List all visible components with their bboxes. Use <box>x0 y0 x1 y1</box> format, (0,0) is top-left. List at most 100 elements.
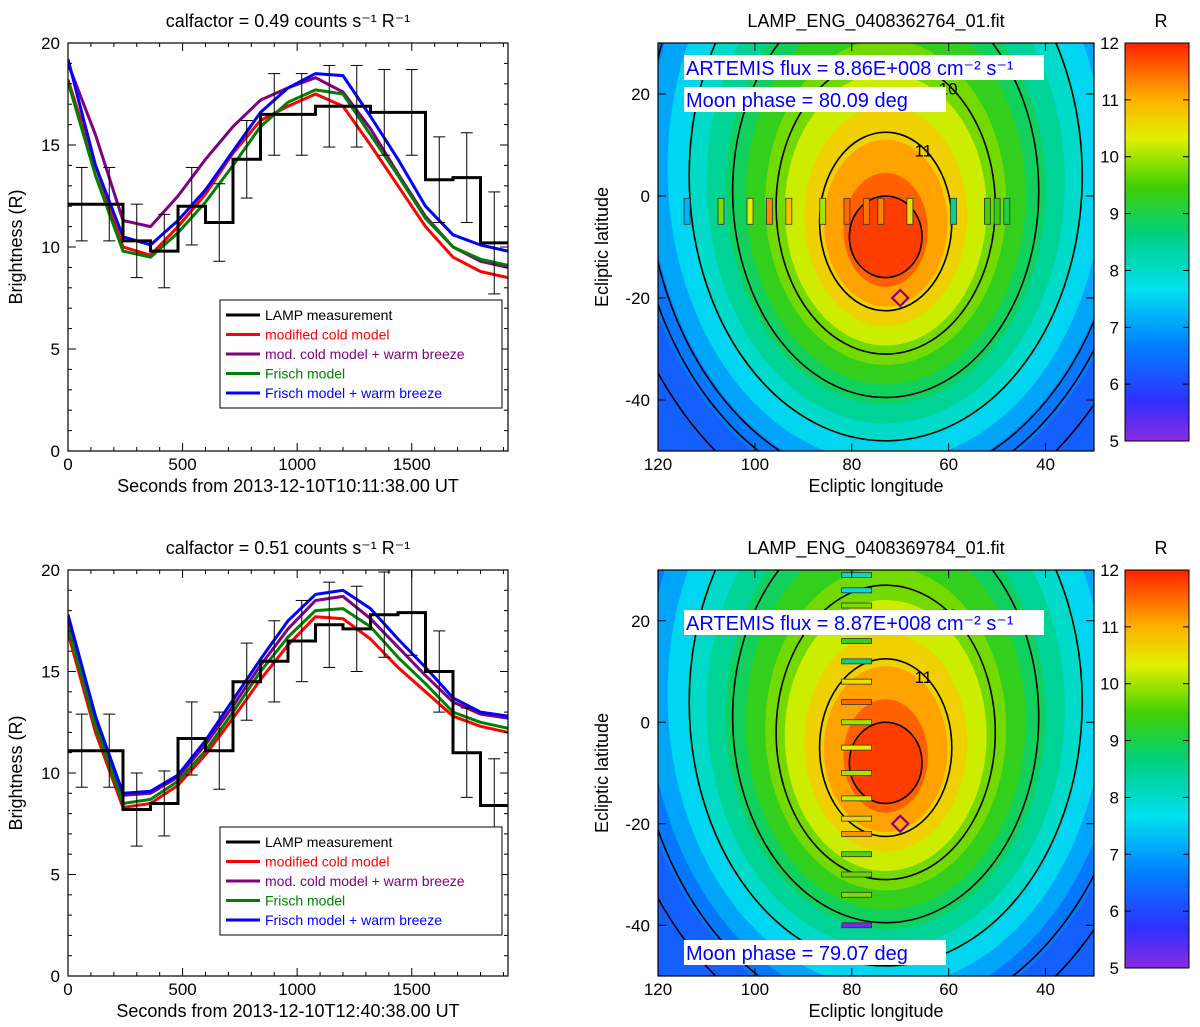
pointing-marker <box>862 197 870 225</box>
sky-map-bottom-right: 8 9 10 11 ARTEMIS flux = 8.87E+008 cm⁻² s⁻¹ M… <box>592 483 1190 1021</box>
error-bar <box>158 213 171 289</box>
x-tick-label: 1500 <box>393 455 431 474</box>
x-tick-label: 100 <box>741 455 769 474</box>
error-bar <box>460 707 473 798</box>
error-bar <box>213 711 226 790</box>
error-bar <box>75 713 88 788</box>
x-tick-label: 1500 <box>393 980 431 999</box>
y-tick-label: 10 <box>41 764 60 783</box>
annotation: ARTEMIS flux = 8.87E+008 cm⁻² s⁻¹ <box>684 610 1044 635</box>
pointing-marker <box>683 197 691 225</box>
y-tick-label: -40 <box>625 391 650 410</box>
x-tick-label: 40 <box>1036 455 1055 474</box>
pointing-marker <box>717 197 725 225</box>
chart-title: LAMP_ENG_0408362764_01.fit <box>747 11 1004 32</box>
colorbar-tick-label: 11 <box>1101 91 1119 110</box>
pointing-marker <box>785 197 793 225</box>
contour-line <box>688 43 1083 442</box>
legend-entry: LAMP measurement <box>265 307 392 323</box>
y-tick-label: 20 <box>631 85 650 104</box>
y-tick-label: 20 <box>41 34 60 53</box>
colorbar-tick-label: 9 <box>1110 732 1119 751</box>
moon-marker <box>890 288 910 308</box>
x-tick-label: 120 <box>644 980 672 999</box>
legend-entry: Frisch model <box>265 366 345 382</box>
contour-label: 8 <box>993 483 1002 502</box>
annotation-text: Moon phase = 79.07 deg <box>686 943 908 965</box>
pointing-marker <box>841 744 873 751</box>
sky-map-top-right: 7 8 9 10 11 ARTEMIS flux = 8.86E+008 cm⁻² s⁻¹… <box>592 11 1190 496</box>
y-axis-label: Ecliptic latitude <box>592 713 612 833</box>
colorbar-tick-label: 7 <box>1110 318 1119 337</box>
legend-box <box>219 826 503 936</box>
error-bar <box>130 203 143 279</box>
measurement-steps <box>68 611 508 811</box>
colorbar-tick-label: 5 <box>1110 432 1119 451</box>
x-tick-label: 500 <box>168 455 196 474</box>
error-bar <box>323 581 336 668</box>
x-tick-label: 100 <box>741 980 769 999</box>
measurement-steps <box>68 104 508 253</box>
pointing-marker <box>841 572 873 578</box>
pointing-marker <box>993 197 1001 225</box>
colorbar-label: R <box>1155 538 1168 558</box>
plot-area <box>68 58 508 295</box>
y-tick-label: -20 <box>625 289 650 308</box>
pointing-marker <box>984 197 991 225</box>
colorbar-tick-label: 9 <box>1110 205 1119 224</box>
map-area: 7891011ARTEMIS flux = 8.86E+008 cm⁻² s⁻¹… <box>658 43 1094 451</box>
x-axis-label: Ecliptic longitude <box>808 476 943 496</box>
map-area: 891011ARTEMIS flux = 8.87E+008 cm⁻² s⁻¹M… <box>658 483 1094 976</box>
annotation: ARTEMIS flux = 8.86E+008 cm⁻² s⁻¹ <box>684 55 1044 80</box>
annotation-bg <box>684 55 1044 80</box>
colorbar-tick-label: 12 <box>1100 561 1119 580</box>
error-bar <box>185 166 198 246</box>
colorbar-tick-label: 5 <box>1110 959 1119 978</box>
x-tick-label: 500 <box>168 980 196 999</box>
x-tick-label: 80 <box>842 455 861 474</box>
error-bar <box>433 136 446 224</box>
pointing-marker <box>819 197 827 225</box>
y-axis-label: Brightness (R) <box>6 715 26 830</box>
pointing-marker <box>843 197 851 225</box>
chart-title: LAMP_ENG_0408369784_01.fit <box>747 538 1004 559</box>
pointing-marker <box>841 719 873 726</box>
legend: LAMP measurement modified cold model mod. … <box>219 299 503 409</box>
series-line-1 <box>68 594 508 797</box>
x-tick-label: 1000 <box>278 980 316 999</box>
legend-entry: Frisch model <box>265 893 345 909</box>
pointing-marker <box>841 871 873 878</box>
legend-entry: modified cold model <box>265 854 390 870</box>
x-axis-label: Seconds from 2013-12-10T10:11:38.00 UT <box>117 476 459 496</box>
error-bar <box>323 64 336 148</box>
legend: LAMP measurement modified cold model mod. … <box>219 826 503 936</box>
colorbar-gradient <box>1124 569 1190 969</box>
pointing-marker <box>841 851 873 858</box>
x-axis-label: Seconds from 2013-12-10T12:40:38.00 UT <box>116 1001 459 1021</box>
y-tick-label: 10 <box>41 238 60 257</box>
error-bar <box>295 599 308 683</box>
chart-title: calfactor = 0.51 counts s⁻¹ R⁻¹ <box>166 538 411 558</box>
legend-entry: mod. cold model + warm breeze <box>265 873 465 889</box>
pointing-marker <box>841 815 873 822</box>
legend-entry: mod. cold model + warm breeze <box>265 346 465 362</box>
annotation-bg <box>684 610 1044 635</box>
error-bar <box>240 642 253 721</box>
error-bar <box>240 120 253 199</box>
x-tick-label: 0 <box>63 980 72 999</box>
colorbar-tick-label: 7 <box>1110 845 1119 864</box>
pointing-marker <box>841 678 873 685</box>
colorbar-tick-label: 8 <box>1110 788 1119 807</box>
legend-entry: Frisch model + warm breeze <box>265 912 442 928</box>
x-tick-label: 1000 <box>278 455 316 474</box>
error-bar <box>433 630 446 713</box>
pointing-marker <box>841 658 873 665</box>
pointing-marker <box>841 587 873 594</box>
legend-entry: modified cold model <box>265 327 390 343</box>
y-tick-label: 20 <box>631 612 650 631</box>
pointing-marker <box>841 922 873 929</box>
y-tick-label: -20 <box>625 815 650 834</box>
pointing-marker <box>841 795 873 802</box>
contour-line <box>731 43 1040 399</box>
